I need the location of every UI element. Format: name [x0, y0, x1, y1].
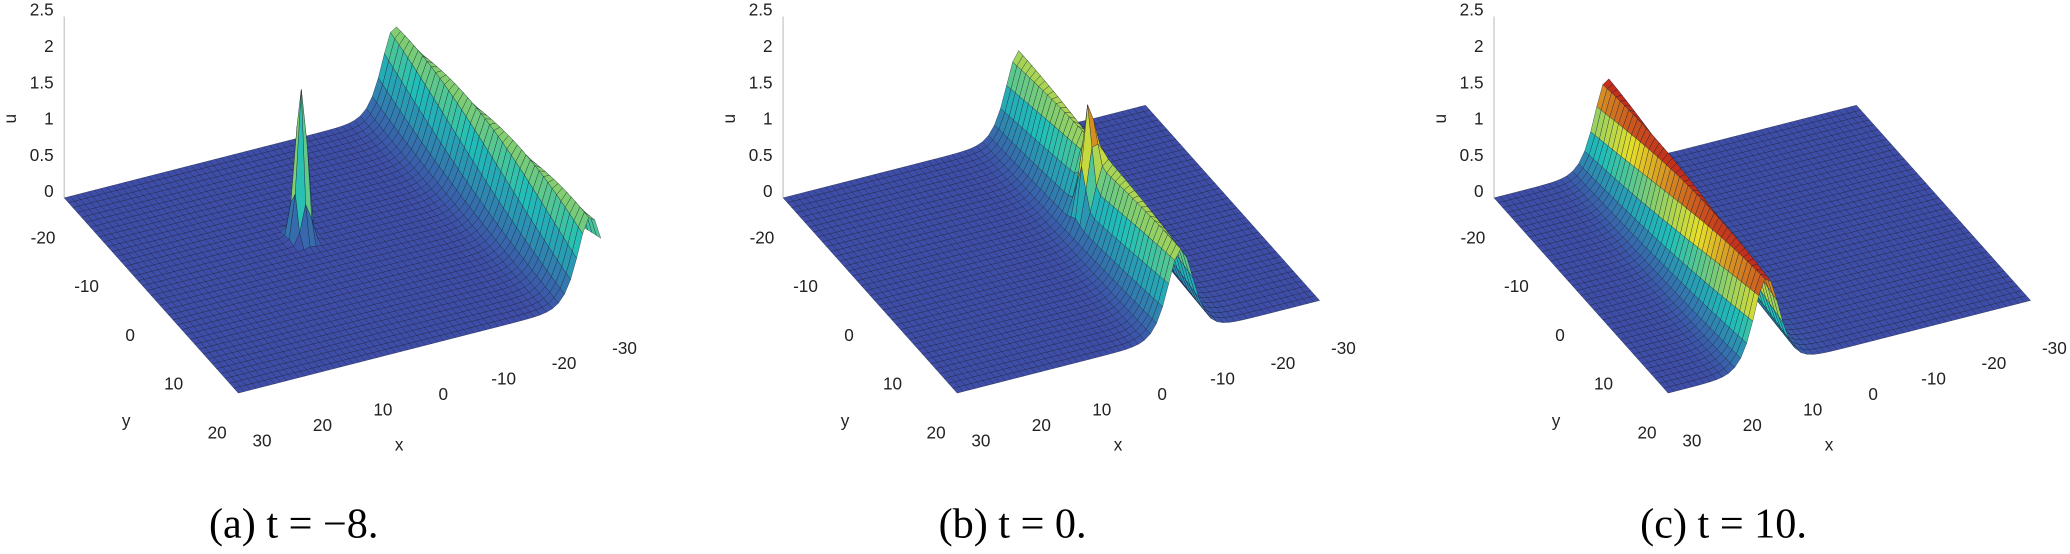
x-tick-label: -30 — [1331, 338, 1356, 358]
x-tick-label: 20 — [1032, 415, 1051, 435]
z-tick-label: 1.5 — [30, 72, 54, 92]
x-tick-label: 10 — [1092, 400, 1111, 420]
x-tick-label: 20 — [313, 415, 332, 435]
y-tick-label: -20 — [31, 227, 56, 247]
y-tick-label: 20 — [208, 422, 227, 442]
y-axis-label: y — [841, 411, 850, 431]
y-tick-label: 10 — [883, 374, 902, 394]
y-axis-label: y — [122, 411, 131, 431]
z-tick-label: 1 — [763, 109, 773, 129]
z-tick-label: 1 — [44, 109, 54, 129]
caption: (b) t = 0. — [939, 500, 1087, 547]
y-tick-label: -20 — [750, 227, 775, 247]
x-tick-label: 0 — [439, 384, 449, 404]
z-axis-label: u — [0, 114, 20, 124]
z-tick-label: 0 — [763, 181, 773, 201]
x-axis-label: x — [395, 434, 404, 454]
x-tick-label: -20 — [1271, 353, 1296, 373]
z-tick-label: 2 — [44, 36, 54, 56]
z-tick-label: 0.5 — [749, 145, 773, 165]
z-tick-label: 1.5 — [749, 72, 773, 92]
x-tick-label: 0 — [1157, 384, 1167, 404]
surface-panel: 0 0.5 1 1.5 2 2.5 -20 -10 0 10 20 30 20 10 0 -10 -20 -30 u… — [0, 0, 637, 547]
z-tick-label: 2.5 — [749, 0, 773, 20]
y-tick-label: -10 — [793, 276, 818, 296]
caption: (a) t = −8. — [209, 500, 378, 547]
x-tick-label: 30 — [253, 430, 272, 450]
x-tick-label: 30 — [971, 430, 990, 450]
x-axis-label: x — [1114, 434, 1123, 454]
surface-panel: 0 0.5 1 1.5 2 2.5 -20 -10 0 10 20 30 20 10 0 -10 -20 -30 u… — [719, 0, 1356, 547]
z-tick-label: 2.5 — [30, 0, 54, 20]
x-tick-label: 10 — [373, 400, 392, 420]
y-tick-label: 0 — [125, 325, 135, 345]
x-tick-label: -10 — [491, 369, 516, 389]
z-axis-label: u — [719, 114, 739, 124]
x-tick-label: -10 — [1210, 369, 1235, 389]
y-tick-label: 20 — [927, 422, 946, 442]
z-tick-label: 0.5 — [30, 145, 54, 165]
y-tick-label: 0 — [844, 325, 854, 345]
y-tick-label: -10 — [74, 276, 99, 296]
z-tick-label: 2 — [763, 36, 773, 56]
y-tick-label: 10 — [164, 374, 183, 394]
x-tick-label: -20 — [552, 353, 577, 373]
x-tick-label: -30 — [612, 338, 637, 358]
z-tick-label: 0 — [44, 181, 54, 201]
